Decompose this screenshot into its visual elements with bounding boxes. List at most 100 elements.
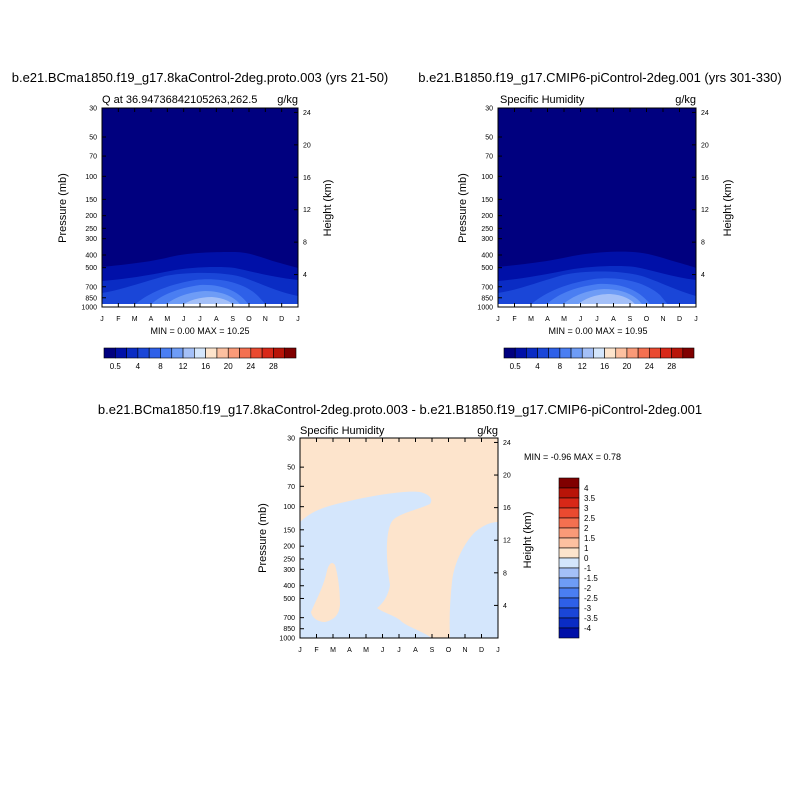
colorbar-b-swatch [682,347,695,359]
colorbar-a: 0.5 4 8 12 16 20 24 28 [103,347,297,371]
colorbar-c-swatch [558,487,580,499]
panel-a-ytick-right-label: 12 [303,207,311,214]
colorbar-c-swatch [558,547,580,559]
panel-c-units: g/kg [477,425,498,437]
colorbar-b-label: 12 [578,362,587,371]
panel-a-axes: 30 50 70 100 150 200 250 300 400 500 700 850 1000 24 2… [81,106,310,324]
colorbar-c-swatch [558,477,580,489]
panel-b-ytick-right-label: 4 [701,272,705,279]
panel-b-ytick-right-label: 16 [701,175,709,182]
panel-a-xtick-label: M [132,316,138,323]
panel-b-ytick-label: 200 [481,213,493,220]
colorbar-c-swatch [558,537,580,549]
colorbar-c-label: 3.5 [584,494,596,503]
panel-b-xtick-label: O [644,316,650,323]
panel-a-ytick-label: 200 [85,213,97,220]
panel-c: b.e21.BCma1850.f19_g17.8kaControl-2deg.p… [98,402,702,654]
panel-c-ytick-right-label: 4 [503,603,507,610]
panel-b-ytick-right-label: 12 [701,207,709,214]
colorbar-b-swatch [648,347,661,359]
panel-a-xtick-label: O [246,316,252,323]
panel-c-ytick-right-label: 24 [503,440,511,447]
panel-b-ytick-label: 30 [485,106,493,113]
panel-b-xtick-label: M [528,316,534,323]
colorbar-b-swatch [548,347,561,359]
colorbar-b-swatch [537,347,550,359]
colorbar-c-swatch [558,627,580,639]
panel-b-xtick-label: A [545,316,550,323]
panel-a-ytick-label: 30 [89,106,97,113]
panel-c-ytick-label: 50 [287,465,295,472]
colorbar-c-swatch [558,507,580,519]
panel-c-ytick-label: 150 [283,527,295,534]
panel-b-region-8 [575,294,637,307]
colorbar-c-label: -2 [584,584,592,593]
panel-b-ytick-right-label: 8 [701,240,705,247]
panel-c-ytick-right-label: 16 [503,505,511,512]
panel-c-ytick-label: 200 [283,544,295,551]
panel-c-ytick-label: 850 [283,626,295,633]
colorbar-b-swatch [637,347,650,359]
panel-b-xtick-label: J [694,316,698,323]
panel-b-xtick-label: A [611,316,616,323]
panel-b-ylabel-right: Height (km) [722,180,734,237]
panel-a-ytick-label: 1000 [81,305,97,312]
colorbar-a-swatch [239,347,252,359]
colorbar-a-label: 20 [224,362,233,371]
panel-c-axes: 30 50 70 100 150 200 250 300 400 500 700 850 1000 24 2… [279,436,510,655]
panel-a-ytick-label: 50 [89,134,97,141]
colorbar-c-swatch [558,527,580,539]
colorbar-c-swatch [558,557,580,569]
colorbar-c-swatch [558,497,580,509]
panel-c-xtick-label: J [496,647,500,654]
panel-a-ylabel-right: Height (km) [322,180,334,237]
panel-a-field [102,108,298,307]
colorbar-c-label: -3 [584,604,592,613]
panel-a-xtick-label: D [279,316,284,323]
colorbar-a-label: 0.5 [110,362,122,371]
panel-a-ytick-label: 70 [89,154,97,161]
colorbar-b-label: 0.5 [510,362,522,371]
panel-b-ytick-label: 1000 [477,305,493,312]
panel-b-subtitle: Specific Humidity [500,94,585,106]
panel-a-xtick-label: F [116,316,120,323]
colorbar-b: 0.5 4 8 12 16 20 24 28 [503,347,695,371]
panel-c-subtitle: Specific Humidity [300,425,385,437]
colorbar-c-label: -4 [584,624,592,633]
panel-b-ytick-label: 150 [481,197,493,204]
colorbar-c-label: 1.5 [584,534,596,543]
colorbar-b-swatch [570,347,583,359]
panel-b-ytick-label: 70 [485,154,493,161]
colorbar-b-swatch [626,347,639,359]
panel-a-stats: MIN = 0.00 MAX = 10.25 [150,326,249,336]
colorbar-a-label: 16 [201,362,210,371]
panel-b-ytick-label: 50 [485,134,493,141]
panel-c-ylabel-right: Height (km) [522,512,534,569]
colorbar-b-label: 28 [667,362,676,371]
panel-c-xtick-label: A [347,647,352,654]
panel-a-xtick-label: N [263,316,268,323]
panel-a-ytick-label: 850 [85,295,97,302]
colorbar-a-label: 12 [179,362,188,371]
panel-a-ylabel: Pressure (mb) [57,173,69,243]
panel-c-xtick-label: M [330,647,336,654]
panel-b-axes: 30 50 70 100 150 200 250 300 400 500 700 850 1000 24 2… [477,106,708,324]
panel-b-ylabel: Pressure (mb) [457,173,469,243]
colorbar-c-label: 2 [584,524,589,533]
panel-a-ytick-label: 100 [85,174,97,181]
colorbar-a-swatch [103,347,116,359]
panel-b-ytick-right-label: 24 [701,110,709,117]
colorbar-b-label: 8 [558,362,563,371]
panel-a-ytick-right-label: 16 [303,175,311,182]
panel-c-xtick-label: A [413,647,418,654]
colorbar-b-swatch [671,347,684,359]
colorbar-b-swatch [514,347,527,359]
colorbar-c-swatch [558,567,580,579]
colorbar-c-swatch [558,597,580,609]
panel-c-xtick-label: F [314,647,318,654]
colorbar-a-swatch [160,347,173,359]
colorbar-b-label: 16 [600,362,609,371]
panel-c-xtick-label: S [430,647,435,654]
panel-c-ytick-label: 1000 [279,636,295,643]
panel-c-xtick-label: M [363,647,369,654]
